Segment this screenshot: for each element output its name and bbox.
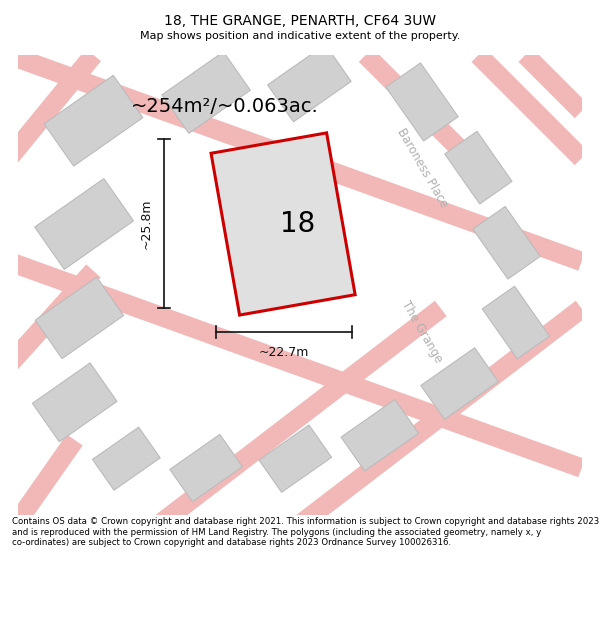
Polygon shape [32,363,117,442]
Polygon shape [473,206,540,279]
Polygon shape [211,133,355,315]
Polygon shape [162,52,250,133]
Polygon shape [35,179,133,269]
Polygon shape [268,44,351,122]
Text: Contains OS data © Crown copyright and database right 2021. This information is : Contains OS data © Crown copyright and d… [12,518,599,547]
Polygon shape [92,427,160,490]
Text: The Grange: The Grange [399,299,445,365]
Polygon shape [170,434,242,502]
Polygon shape [421,348,499,419]
Text: 18, THE GRANGE, PENARTH, CF64 3UW: 18, THE GRANGE, PENARTH, CF64 3UW [164,14,436,28]
Polygon shape [482,286,550,359]
Polygon shape [445,131,512,204]
Text: ~254m²/~0.063ac.: ~254m²/~0.063ac. [131,97,319,116]
Polygon shape [341,399,419,471]
Text: 18: 18 [280,210,315,238]
Text: ~22.7m: ~22.7m [259,346,309,359]
Polygon shape [259,425,332,493]
Text: ~25.8m: ~25.8m [140,199,152,249]
Polygon shape [386,63,458,141]
Polygon shape [44,76,143,166]
Text: Map shows position and indicative extent of the property.: Map shows position and indicative extent… [140,31,460,41]
Polygon shape [35,277,124,359]
Text: Baroness Place: Baroness Place [394,126,450,209]
